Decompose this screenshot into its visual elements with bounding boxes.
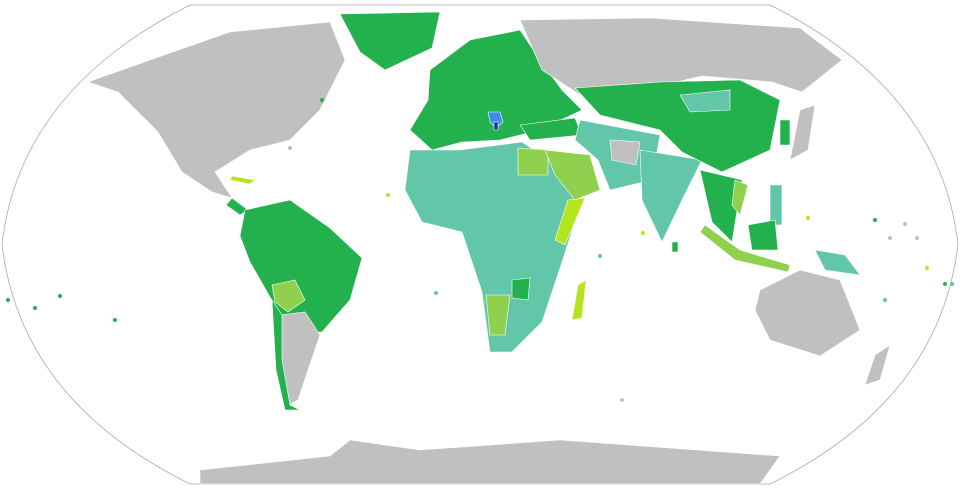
island-marker [33,306,37,310]
island-marker [434,291,438,295]
region-mongolia [679,89,731,113]
region-india [639,149,703,243]
island-marker [58,294,62,298]
region-greenland [339,11,441,71]
region-bolivia [271,279,306,313]
region-new-guinea [814,249,861,276]
region-japan [789,104,816,161]
region-southeast-asia [699,169,743,243]
island-marker [468,238,472,242]
region-indonesia-west [699,224,791,273]
island-marker [903,222,907,226]
island-marker [888,236,892,240]
region-borneo [747,219,779,251]
region-vietnam [731,179,749,216]
island-marker [883,298,887,302]
region-madagascar [571,279,587,321]
island-marker [950,282,954,286]
region-albania [493,121,499,131]
island-marker [598,254,602,258]
region-sri-lanka [671,241,679,253]
region-new-zealand [864,344,891,386]
region-africa [404,141,583,353]
island-marker [925,266,929,270]
region-korea [779,119,791,146]
region-horn-of-africa [554,197,586,246]
island-marker [873,218,877,222]
island-marker [6,298,10,302]
region-balkans [487,111,504,129]
island-marker [288,146,292,150]
island-marker [320,98,324,102]
region-iran [609,139,641,166]
region-egypt [517,147,549,176]
region-russia [519,17,843,97]
island-marker [806,216,810,220]
region-australia [754,269,861,357]
region-antarctica [199,439,781,485]
island-marker [641,231,645,235]
region-central-america [225,197,249,216]
island-marker [386,193,390,197]
region-philippines [769,184,783,226]
region-southern-africa-b [511,277,531,301]
region-north-america [87,21,346,199]
island-marker [943,282,947,286]
region-southern-africa-a [485,294,511,336]
island-marker [915,236,919,240]
region-arabia [544,149,601,201]
island-marker [113,318,117,322]
region-chile [271,298,301,411]
island-marker [620,398,624,402]
region-caribbean [229,175,256,185]
